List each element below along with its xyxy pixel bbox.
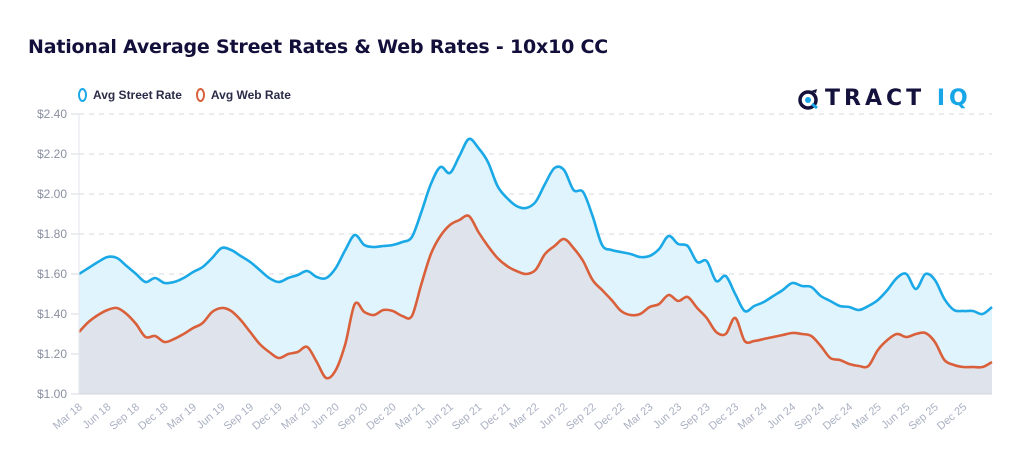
x-tick-label: Sep 25 [906, 401, 940, 433]
legend-item-street[interactable]: Avg Street Rate [78, 88, 182, 102]
y-tick-label: $2.40 [37, 107, 67, 121]
x-tick-label: Jun 18 [80, 401, 113, 431]
x-tick-label: Jun 24 [765, 401, 798, 431]
line-street-rate[interactable] [78, 137, 993, 316]
x-tick-label: Jun 23 [651, 401, 684, 431]
x-tick-label: Sep 20 [336, 401, 370, 433]
x-tick-label: Sep 19 [222, 401, 256, 433]
y-tick-label: $1.40 [37, 307, 67, 321]
y-tick-label: $1.80 [37, 227, 67, 241]
x-tick-label: Jun 22 [537, 401, 570, 431]
x-tick-label: Sep 18 [108, 401, 142, 433]
legend-item-web[interactable]: Avg Web Rate [195, 88, 291, 102]
x-tick-label: Mar 20 [279, 401, 313, 432]
x-tick-label: Dec 24 [821, 401, 855, 433]
y-tick-label: $2.20 [37, 147, 67, 161]
x-tick-label: Mar 22 [507, 401, 541, 432]
x-tick-label: Sep 23 [678, 401, 712, 433]
line-web-rate[interactable] [78, 214, 993, 380]
logo-text: TRACT IQ [825, 86, 972, 111]
x-tick-label: Sep 22 [564, 401, 598, 433]
chart-title: National Average Street Rates & Web Rate… [28, 36, 609, 58]
legend-web-label: Avg Web Rate [210, 88, 291, 102]
x-tick-label: Dec 22 [593, 401, 627, 433]
x-tick-label: Dec 19 [250, 401, 284, 433]
x-tick-label: Dec 18 [136, 401, 170, 433]
area-web [79, 215, 992, 394]
x-tick-label: Sep 21 [450, 401, 484, 433]
y-tick-label: $1.60 [37, 267, 67, 281]
x-tick-label: Dec 23 [707, 401, 741, 433]
x-tick-label: Jun 19 [195, 401, 228, 431]
x-tick-label: Dec 20 [364, 401, 398, 433]
x-tick-label: Jun 20 [309, 401, 342, 431]
legend-street-label: Avg Street Rate [93, 88, 182, 102]
tractiq-logo: TRACT IQ [797, 86, 972, 111]
y-tick-label: $1.20 [37, 347, 67, 361]
x-tick-label: Dec 25 [935, 401, 969, 433]
x-tick-label: Mar 19 [165, 401, 199, 432]
x-tick-label: Sep 24 [792, 401, 826, 433]
chart-legend: Avg Street Rate Avg Web Rate [78, 88, 291, 102]
area-street [79, 138, 992, 394]
y-tick-label: $1.00 [37, 387, 67, 401]
legend-street-swatch-icon [78, 88, 87, 102]
x-tick-label: Mar 21 [393, 401, 427, 432]
x-tick-label: Mar 25 [850, 401, 884, 432]
x-tick-label: Mar 18 [51, 401, 85, 432]
legend-web-swatch-icon [195, 88, 205, 102]
x-tick-label: Jun 25 [879, 401, 912, 431]
x-tick-label: Mar 23 [622, 401, 656, 432]
tractiq-logo-icon [798, 88, 818, 110]
x-tick-label: Jun 21 [423, 401, 456, 431]
x-tick-label: Dec 21 [478, 401, 512, 433]
x-tick-label: Mar 24 [736, 401, 770, 432]
y-tick-label: $2.00 [37, 187, 67, 201]
